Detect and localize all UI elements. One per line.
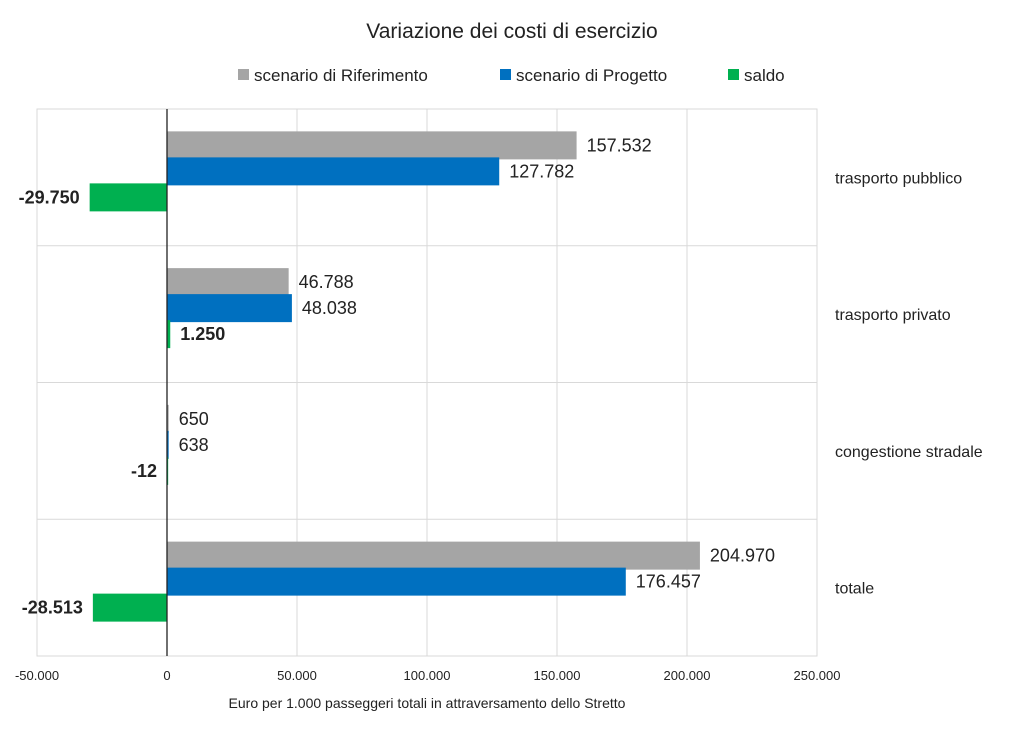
data-label-scenario-di-progetto-trasporto-privato: 48.038 (302, 298, 357, 318)
x-tick-label: 50.000 (277, 668, 317, 683)
data-label-scenario-di-riferimento-congestione-stradale: 650 (179, 409, 209, 429)
bars (89, 131, 700, 622)
x-tick-label: 150.000 (534, 668, 581, 683)
data-label-scenario-di-riferimento-trasporto-pubblico: 157.532 (587, 135, 652, 155)
data-label-scenario-di-progetto-trasporto-pubblico: 127.782 (509, 161, 574, 181)
data-label-scenario-di-riferimento-totale: 204.970 (710, 546, 775, 566)
bar-scenario-di-progetto-congestione-stradale (167, 430, 169, 459)
data-label-saldo-totale: -28.513 (22, 598, 83, 618)
legend-swatch-scenario-di-riferimento (238, 69, 249, 80)
legend-label-saldo: saldo (744, 66, 785, 85)
chart-title: Variazione dei costi di esercizio (366, 20, 657, 43)
x-axis-title: Euro per 1.000 passeggeri totali in attr… (229, 695, 626, 711)
data-label-saldo-trasporto-privato: 1.250 (180, 324, 225, 344)
bar-saldo-trasporto-privato (167, 320, 171, 349)
legend-swatch-saldo (728, 69, 739, 80)
category-label-congestione-stradale: congestione stradale (835, 444, 983, 461)
category-label-trasporto-pubblico: trasporto pubblico (835, 170, 962, 187)
bar-scenario-di-riferimento-trasporto-pubblico (167, 131, 577, 160)
data-label-scenario-di-progetto-totale: 176.457 (636, 572, 701, 592)
data-label-saldo-congestione-stradale: -12 (131, 461, 157, 481)
bar-scenario-di-progetto-trasporto-privato (167, 294, 292, 323)
legend: scenario di Riferimento scenario di Proge… (238, 66, 785, 85)
x-tick-label: -50.000 (15, 668, 59, 683)
legend-swatch-scenario-di-progetto (500, 69, 511, 80)
bar-saldo-trasporto-pubblico (89, 183, 167, 212)
category-label-totale: totale (835, 581, 874, 598)
bar-saldo-totale (92, 593, 167, 622)
plot-frame (36, 108, 818, 657)
bar-scenario-di-riferimento-congestione-stradale (167, 404, 169, 433)
category-labels: trasporto pubblico trasporto privato conge… (835, 170, 983, 597)
legend-label-scenario-di-riferimento: scenario di Riferimento (254, 66, 428, 85)
x-tick-label: 100.000 (404, 668, 451, 683)
bar-scenario-di-riferimento-totale (167, 541, 700, 570)
legend-label-scenario-di-progetto: scenario di Progetto (516, 66, 667, 85)
category-label-trasporto-privato: trasporto privato (835, 307, 951, 324)
x-tick-label: 200.000 (664, 668, 711, 683)
bar-scenario-di-progetto-trasporto-pubblico (167, 157, 500, 186)
x-tick-label: 250.000 (794, 668, 841, 683)
data-label-saldo-trasporto-pubblico: -29.750 (19, 187, 80, 207)
data-label-scenario-di-progetto-congestione-stradale: 638 (179, 435, 209, 455)
bar-scenario-di-riferimento-trasporto-privato (167, 268, 289, 297)
x-axis-ticks: -50.000 0 50.000 100.000 150.000 200.000 250.0… (15, 668, 841, 683)
data-label-scenario-di-riferimento-trasporto-privato: 46.788 (299, 272, 354, 292)
bar-scenario-di-progetto-totale (167, 567, 626, 596)
data-labels: 157.532 127.782 -29.750 46.788 48.038 1.250 65… (19, 135, 775, 617)
x-tick-label: 0 (163, 668, 170, 683)
